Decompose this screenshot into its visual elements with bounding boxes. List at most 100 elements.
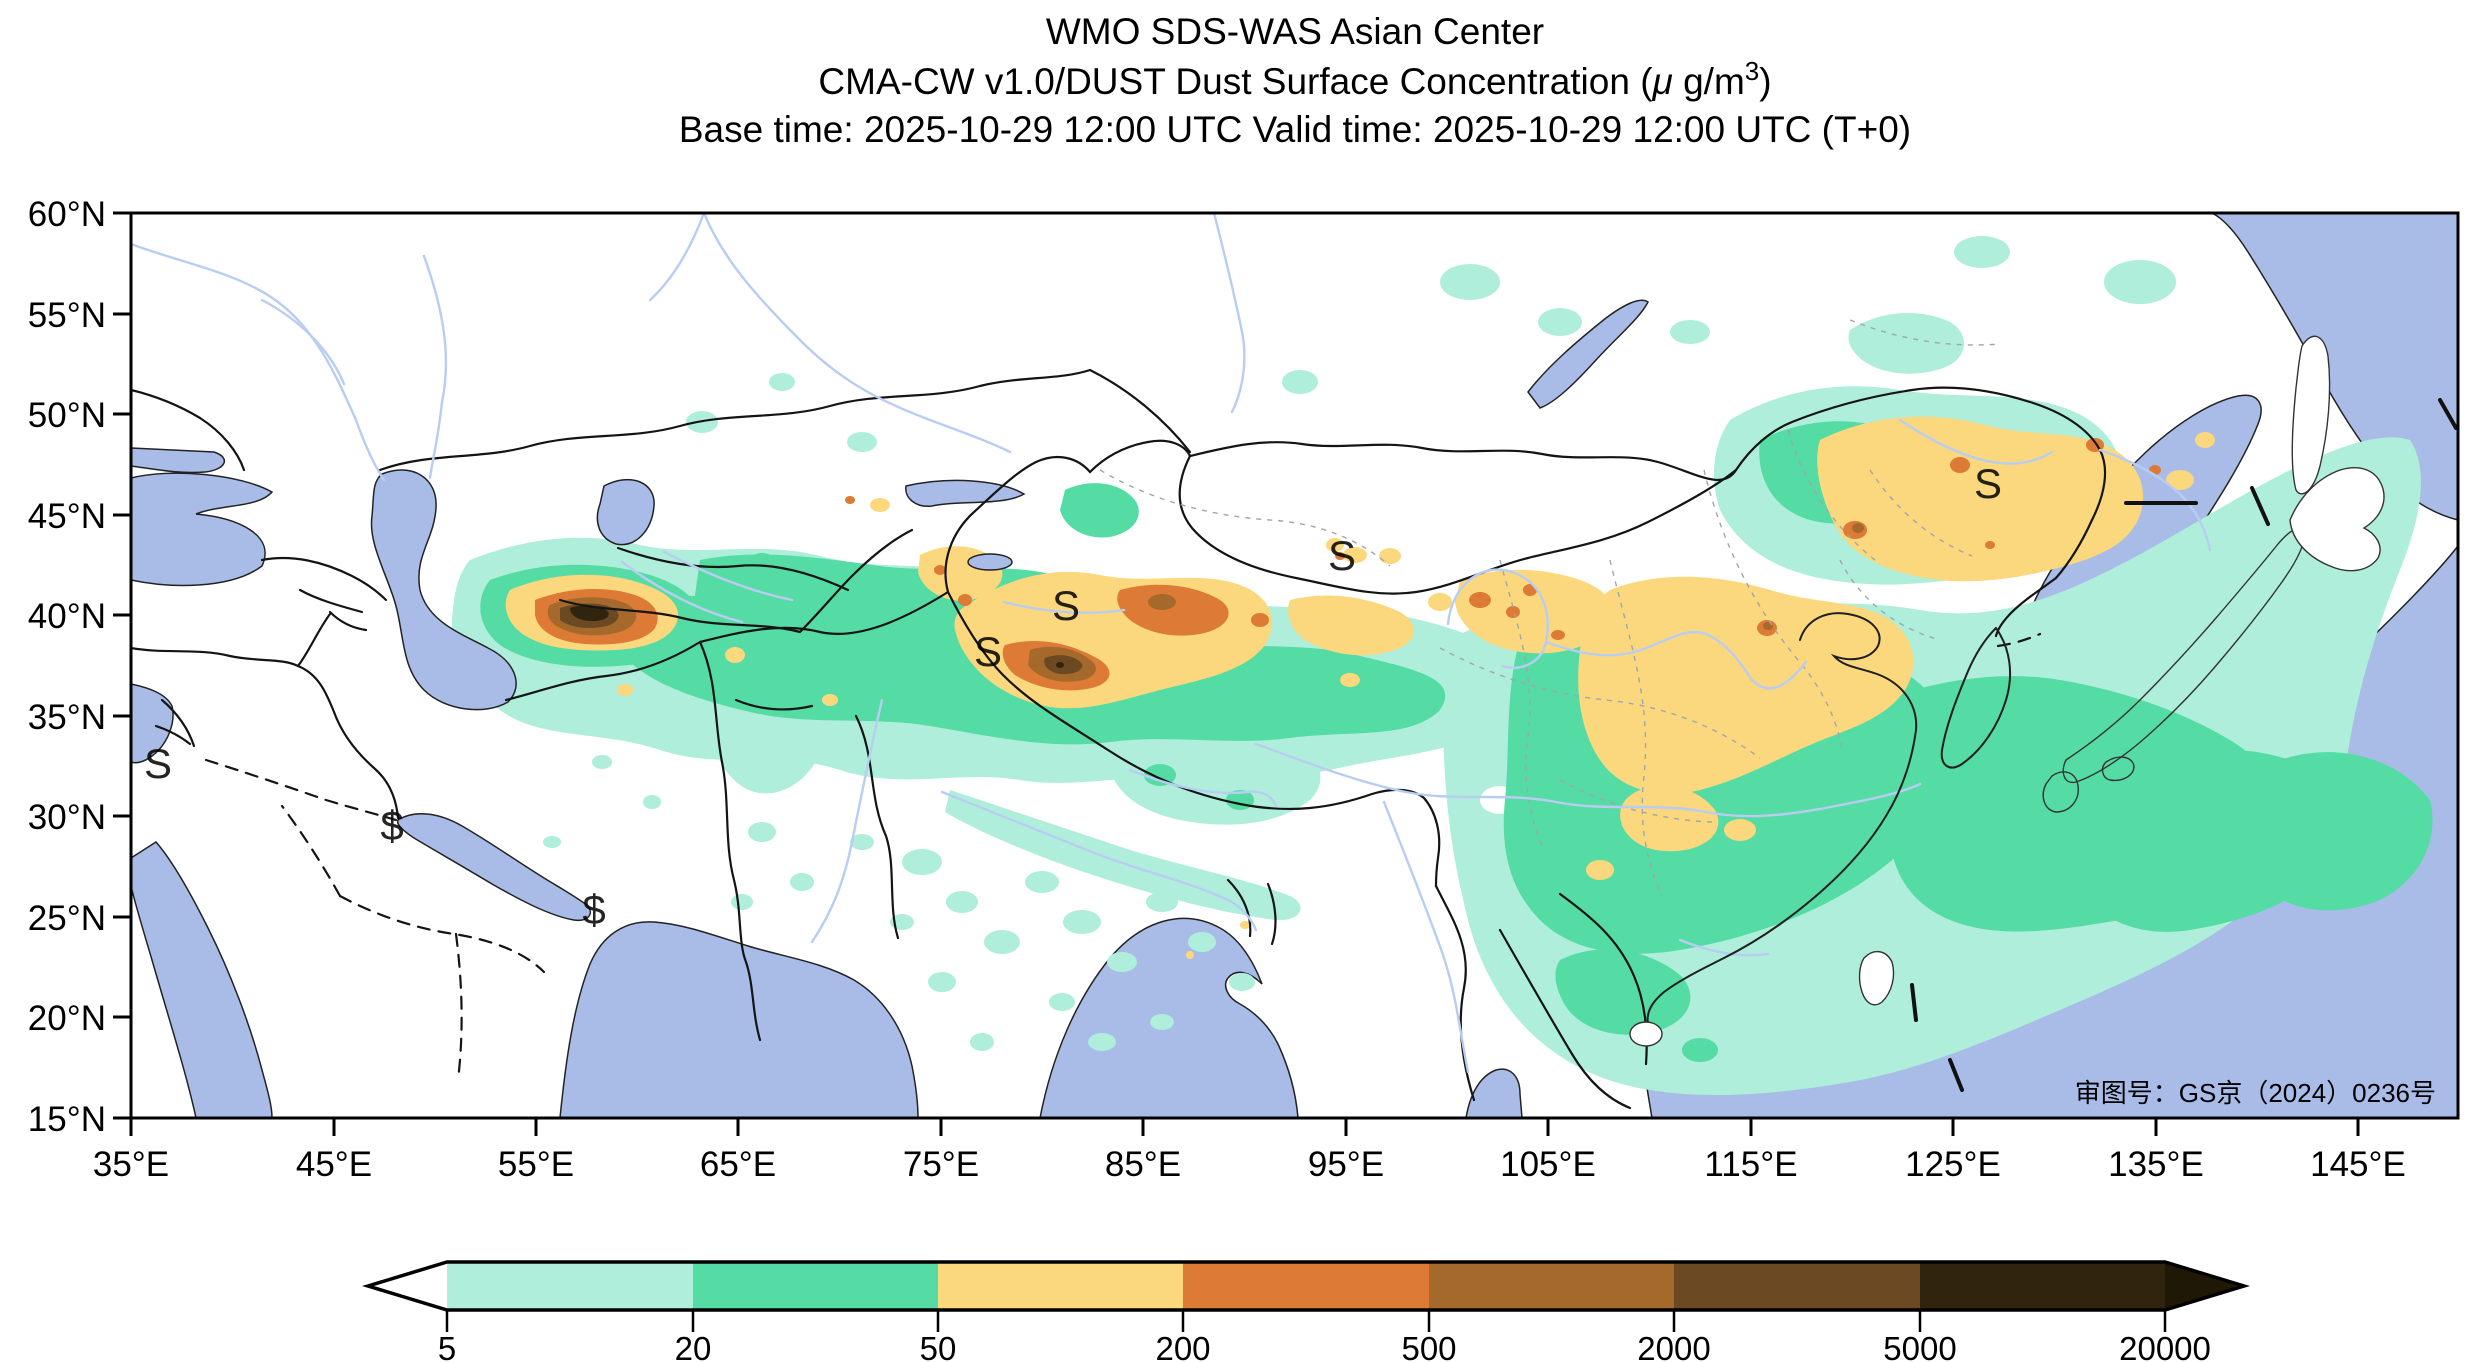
colorbar-label: 20 bbox=[675, 1330, 712, 1362]
colorbar: 5 20 50 200 500 2000 5000 20000 bbox=[361, 1260, 2251, 1362]
dust-blob bbox=[945, 790, 1301, 921]
province-line bbox=[1849, 319, 2001, 346]
country-borders bbox=[131, 368, 2107, 1110]
x-tick-label: 145°E bbox=[2310, 1145, 2406, 1184]
y-axis: 60°N 55°N 50°N 45°N 40°N 35°N 30°N 25°N … bbox=[28, 195, 131, 1139]
sea-arabian bbox=[559, 921, 919, 1118]
x-tick-label: 65°E bbox=[700, 1145, 776, 1184]
boundary-dash bbox=[2250, 486, 2270, 526]
y-tick-label: 55°N bbox=[28, 296, 106, 335]
sea-persian-gulf bbox=[396, 813, 592, 922]
dust-level-5000-20000 bbox=[570, 605, 1064, 668]
dust-spot bbox=[822, 694, 838, 706]
dust-spot bbox=[928, 972, 956, 992]
border-dashed bbox=[204, 758, 398, 822]
dust-blob bbox=[1060, 483, 1139, 538]
dust-spot bbox=[731, 894, 753, 910]
dust-spot bbox=[2195, 432, 2215, 448]
dust-spot bbox=[1107, 952, 1137, 972]
dust-spot bbox=[1188, 932, 1216, 952]
dust-spot bbox=[1025, 871, 1059, 893]
border-line bbox=[946, 590, 1441, 888]
colorbar-label: 5 bbox=[438, 1330, 456, 1362]
colorbar-arrow-under bbox=[368, 1262, 447, 1310]
border-line bbox=[1994, 576, 2058, 638]
x-tick-label: 95°E bbox=[1308, 1145, 1384, 1184]
island-hokkaido bbox=[2289, 467, 2385, 572]
title-line2-prefix: CMA-CW v1.0/DUST Dust Surface Concentrat… bbox=[818, 61, 1653, 102]
dust-spot bbox=[592, 755, 612, 769]
colorbar-label: 2000 bbox=[1637, 1330, 1710, 1362]
colorbar-segment bbox=[693, 1262, 938, 1310]
dust-spot bbox=[769, 373, 795, 391]
boundary-dash bbox=[1948, 1058, 1964, 1092]
dust-spot bbox=[1870, 652, 1890, 668]
dust-report-marker: S bbox=[144, 740, 172, 787]
dust-blob bbox=[1848, 312, 1965, 374]
border-line bbox=[154, 698, 196, 748]
dust-spot bbox=[1408, 691, 1432, 709]
island-kyushu bbox=[2042, 771, 2079, 813]
dust-spot bbox=[1428, 593, 1452, 611]
x-tick-label: 55°E bbox=[498, 1145, 574, 1184]
river-line bbox=[422, 254, 448, 480]
lake-balkhash bbox=[905, 479, 1026, 507]
dust-spot bbox=[1150, 1014, 1174, 1030]
dust-spot bbox=[1852, 523, 1864, 533]
river-line bbox=[810, 698, 884, 944]
province-line bbox=[1869, 469, 1973, 557]
dust-spot bbox=[748, 822, 776, 842]
dust-spot bbox=[2104, 260, 2176, 304]
x-tick-label: 105°E bbox=[1500, 1145, 1596, 1184]
dust-report-marker: S bbox=[1052, 582, 1080, 629]
rivers bbox=[131, 213, 2212, 1074]
river-line bbox=[620, 560, 744, 624]
x-tick-label: 125°E bbox=[1905, 1145, 2001, 1184]
dust-spot bbox=[1056, 662, 1064, 668]
river-line bbox=[1212, 213, 1246, 414]
colorbar-label: 200 bbox=[1155, 1330, 1210, 1362]
sea-azov bbox=[131, 447, 226, 474]
dust-spot bbox=[1440, 264, 1500, 300]
y-tick-label: 15°N bbox=[28, 1100, 106, 1139]
dust-blob bbox=[1110, 716, 1321, 825]
lake-aral bbox=[596, 478, 655, 546]
border-line bbox=[698, 640, 762, 1042]
dust-spot bbox=[934, 565, 946, 575]
dust-spot bbox=[984, 930, 1020, 954]
title-line1: WMO SDS-WAS Asian Center bbox=[1046, 11, 1544, 52]
dust-spot bbox=[1186, 951, 1194, 959]
dust-spot bbox=[749, 553, 775, 571]
y-tick-label: 60°N bbox=[28, 195, 106, 234]
dust-spot bbox=[1335, 552, 1345, 560]
x-tick-label: 35°E bbox=[93, 1145, 169, 1184]
border-line bbox=[131, 646, 400, 820]
sea-red bbox=[131, 841, 273, 1118]
river-line bbox=[1446, 568, 1808, 690]
colorbar-segment bbox=[938, 1262, 1183, 1310]
colorbar-label: 20000 bbox=[2119, 1330, 2211, 1362]
dust-blob bbox=[2260, 752, 2433, 911]
dust-spot bbox=[1724, 819, 1756, 841]
dust-blob bbox=[1555, 949, 1691, 1035]
colorbar-segment bbox=[447, 1262, 693, 1310]
colorbar-label: 500 bbox=[1401, 1330, 1456, 1362]
island-shikoku bbox=[2101, 756, 2135, 782]
dust-spot bbox=[725, 647, 745, 663]
island-hainan bbox=[1629, 1021, 1663, 1047]
y-tick-label: 20°N bbox=[28, 999, 106, 1038]
dust-spot bbox=[1146, 892, 1178, 912]
dust-report-marker: $ bbox=[582, 886, 605, 933]
river-line bbox=[940, 790, 1258, 932]
dust-spot bbox=[1343, 547, 1367, 563]
dust-spot bbox=[952, 549, 968, 561]
dust-spot bbox=[543, 836, 561, 848]
title-line2-unit: g/m bbox=[1673, 61, 1745, 102]
river-line bbox=[1678, 938, 1770, 957]
dust-blob bbox=[1455, 569, 1612, 654]
province-line bbox=[1703, 469, 1843, 749]
border-line bbox=[378, 368, 1192, 472]
province-line bbox=[1559, 779, 1713, 823]
mu-symbol: μ bbox=[1652, 61, 1673, 102]
titles: WMO SDS-WAS Asian Center CMA-CW v1.0/DUS… bbox=[679, 11, 1911, 150]
